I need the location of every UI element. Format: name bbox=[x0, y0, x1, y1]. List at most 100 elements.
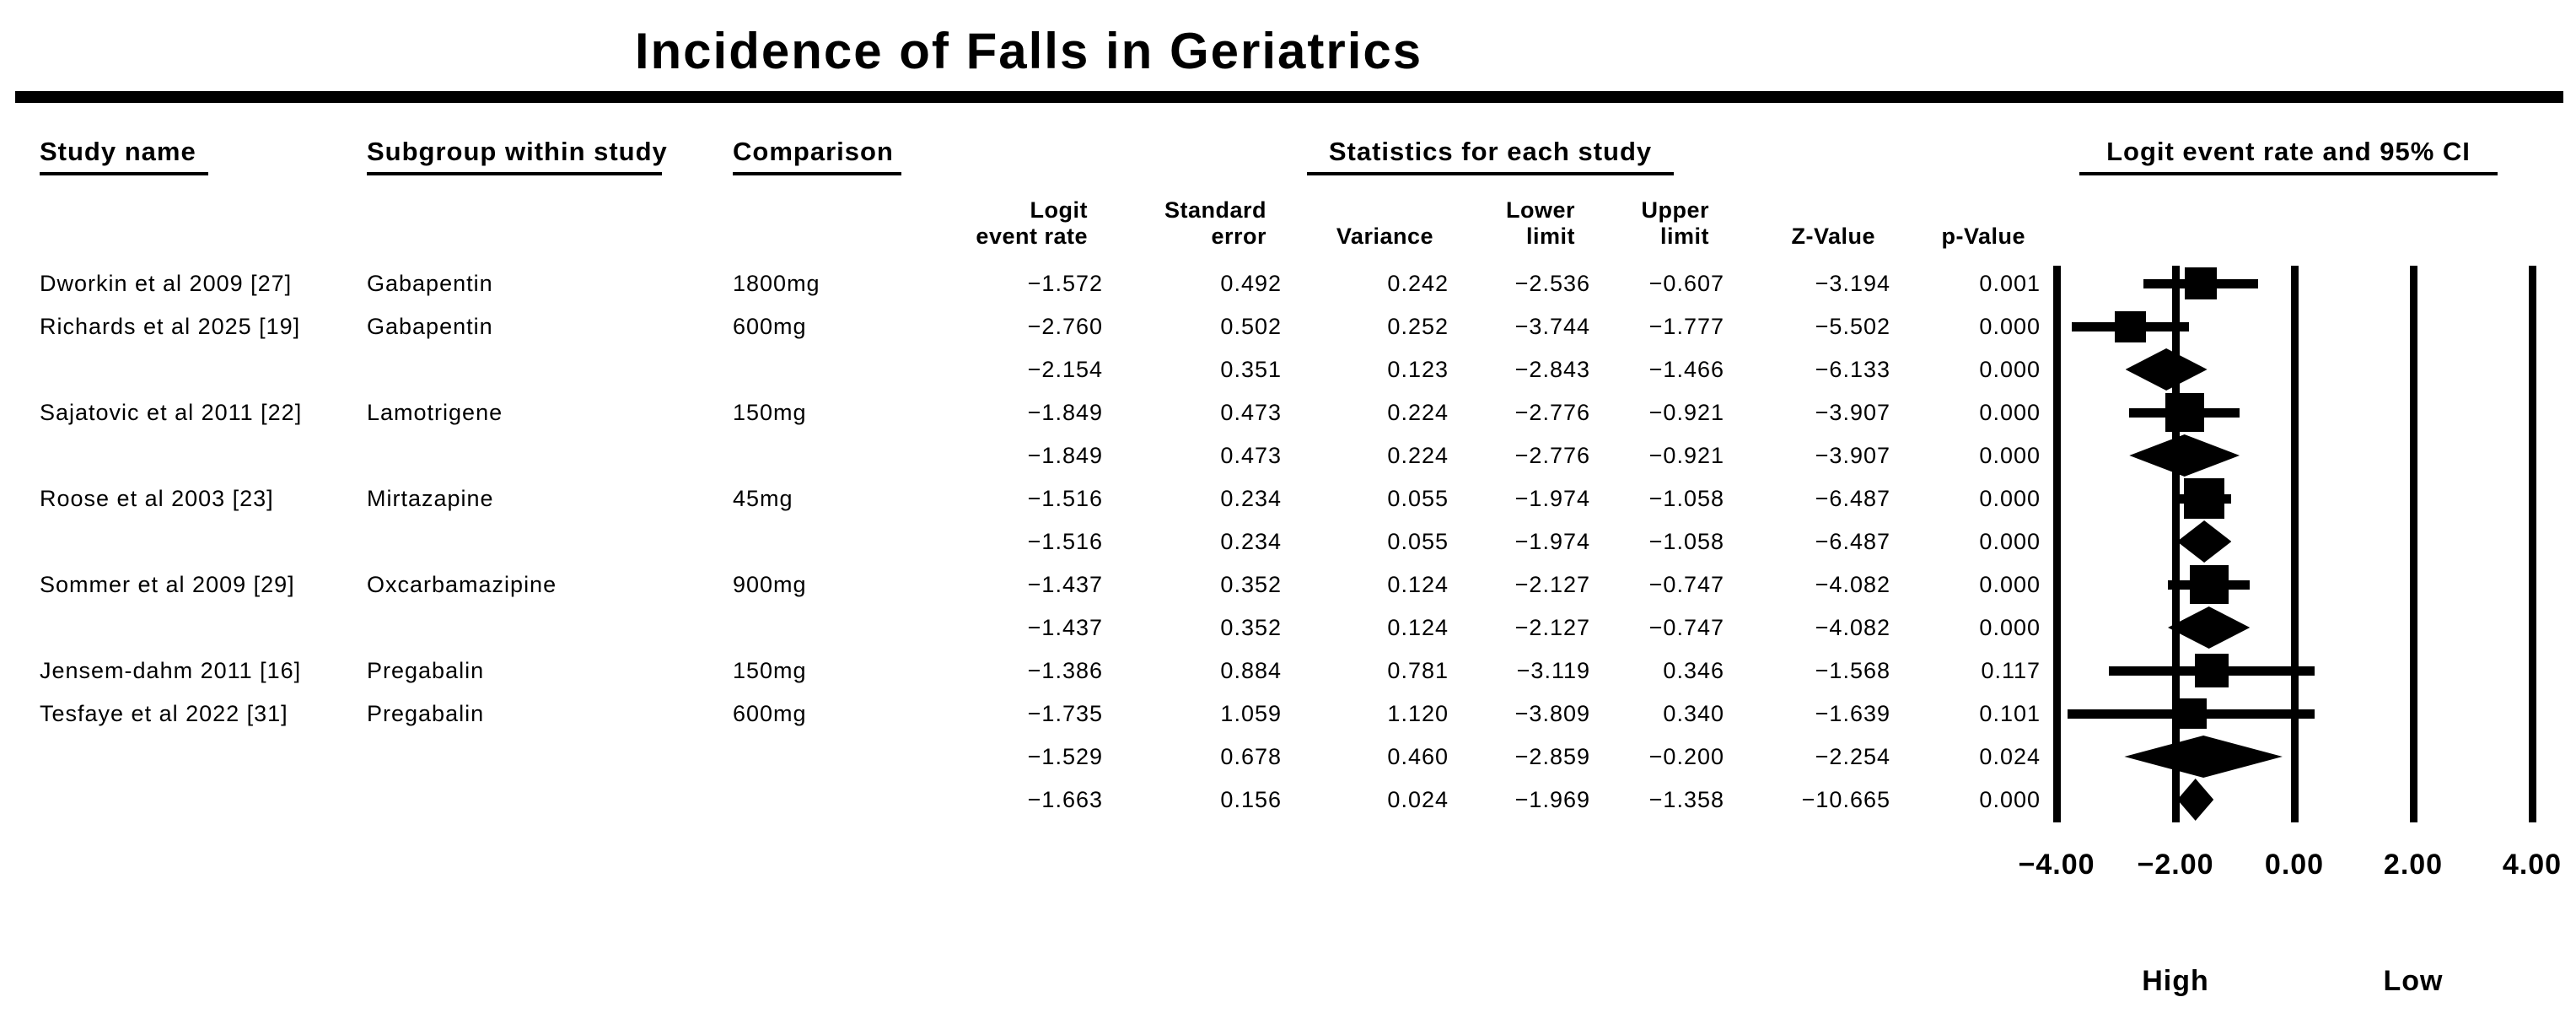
cell-standard_error: 0.234 bbox=[1220, 529, 1282, 554]
forest-square-marker bbox=[2165, 393, 2204, 432]
cell-subgroup: Mirtazapine bbox=[367, 486, 494, 511]
cell-upper_limit: −1.058 bbox=[1648, 486, 1724, 511]
axis-reference-line bbox=[2290, 266, 2299, 822]
cell-z_value: −10.665 bbox=[1801, 787, 1890, 812]
cell-subgroup: Gabapentin bbox=[367, 271, 493, 296]
cell-upper_limit: −1.058 bbox=[1648, 529, 1724, 554]
axis-tick-label: −4.00 bbox=[2018, 849, 2095, 881]
cell-comparison: 1800mg bbox=[733, 271, 820, 296]
cell-p_value: 0.101 bbox=[1979, 701, 2041, 726]
cell-upper_limit: −0.921 bbox=[1648, 443, 1724, 468]
cell-lower_limit: −2.776 bbox=[1514, 400, 1590, 425]
column-header-standard_error: Standard error bbox=[1164, 197, 1266, 249]
axis-reference-line bbox=[2528, 266, 2536, 822]
cell-subgroup: Lamotrigene bbox=[367, 400, 503, 425]
cell-upper_limit: 0.346 bbox=[1663, 658, 1724, 683]
cell-variance: 0.242 bbox=[1387, 271, 1449, 296]
cell-study: Tesfaye et al 2022 [31] bbox=[40, 701, 288, 726]
cell-subgroup: Gabapentin bbox=[367, 314, 493, 339]
cell-logit_event_rate: −1.572 bbox=[1027, 271, 1103, 296]
cell-upper_limit: −1.466 bbox=[1648, 357, 1724, 382]
cell-study: Sajatovic et al 2011 [22] bbox=[40, 400, 303, 425]
cell-upper_limit: −1.777 bbox=[1648, 314, 1724, 339]
title-divider bbox=[15, 91, 2563, 103]
column-header-comparison: Comparison bbox=[733, 137, 901, 175]
cell-logit_event_rate: −2.760 bbox=[1027, 314, 1103, 339]
cell-p_value: 0.001 bbox=[1979, 271, 2041, 296]
cell-logit_event_rate: −2.154 bbox=[1027, 357, 1103, 382]
axis-reference-line bbox=[2409, 266, 2417, 822]
cell-p_value: 0.000 bbox=[1979, 443, 2041, 468]
cell-standard_error: 0.502 bbox=[1220, 314, 1282, 339]
column-group-statistics: Statistics for each study bbox=[1307, 137, 1674, 175]
cell-variance: 0.224 bbox=[1387, 400, 1449, 425]
forest-square-marker bbox=[2114, 310, 2146, 342]
cell-upper_limit: −0.747 bbox=[1648, 572, 1724, 597]
cell-standard_error: 0.156 bbox=[1220, 787, 1282, 812]
cell-subgroup: Pregabalin bbox=[367, 658, 485, 683]
cell-logit_event_rate: −1.849 bbox=[1027, 400, 1103, 425]
forest-diamond-marker bbox=[2125, 348, 2208, 391]
column-header-variance: Variance bbox=[1336, 224, 1433, 249]
cell-z_value: −2.254 bbox=[1815, 744, 1890, 769]
cell-p_value: 0.000 bbox=[1979, 314, 2041, 339]
column-header-logit_event_rate: Logit event rate bbox=[976, 197, 1088, 249]
cell-z_value: −3.907 bbox=[1815, 443, 1890, 468]
forest-diamond-marker bbox=[2124, 736, 2283, 778]
cell-standard_error: 0.234 bbox=[1220, 486, 1282, 511]
forest-square-marker bbox=[2175, 698, 2207, 729]
cell-standard_error: 0.473 bbox=[1220, 400, 1282, 425]
cell-z_value: −6.487 bbox=[1815, 486, 1890, 511]
cell-z_value: −6.133 bbox=[1815, 357, 1890, 382]
cell-upper_limit: −0.747 bbox=[1648, 615, 1724, 640]
cell-upper_limit: −1.358 bbox=[1648, 787, 1724, 812]
cell-z_value: −5.502 bbox=[1815, 314, 1890, 339]
axis-tick-label: 2.00 bbox=[2383, 849, 2444, 881]
axis-tick-label: 4.00 bbox=[2502, 849, 2563, 881]
cell-lower_limit: −2.536 bbox=[1514, 271, 1590, 296]
cell-variance: 0.252 bbox=[1387, 314, 1449, 339]
cell-logit_event_rate: −1.437 bbox=[1027, 615, 1103, 640]
cell-lower_limit: −2.776 bbox=[1514, 443, 1590, 468]
cell-p_value: 0.000 bbox=[1979, 486, 2041, 511]
cell-variance: 1.120 bbox=[1387, 701, 1449, 726]
cell-variance: 0.123 bbox=[1387, 357, 1449, 382]
forest-diamond-marker bbox=[2176, 520, 2232, 563]
cell-lower_limit: −1.974 bbox=[1514, 529, 1590, 554]
cell-standard_error: 1.059 bbox=[1220, 701, 1282, 726]
forest-square-marker bbox=[2184, 478, 2225, 519]
cell-standard_error: 0.492 bbox=[1220, 271, 1282, 296]
cell-variance: 0.224 bbox=[1387, 443, 1449, 468]
cell-lower_limit: −1.974 bbox=[1514, 486, 1590, 511]
cell-p_value: 0.000 bbox=[1979, 787, 2041, 812]
cell-p_value: 0.000 bbox=[1979, 357, 2041, 382]
cell-comparison: 45mg bbox=[733, 486, 793, 511]
axis-reference-line bbox=[2052, 266, 2061, 822]
cell-study: Sommer et al 2009 [29] bbox=[40, 572, 295, 597]
column-header-lower_limit: Lower limit bbox=[1505, 197, 1575, 249]
cell-z_value: −1.639 bbox=[1815, 701, 1890, 726]
column-header-subgroup: Subgroup within study bbox=[367, 137, 667, 175]
cell-upper_limit: −0.200 bbox=[1648, 744, 1724, 769]
cell-logit_event_rate: −1.529 bbox=[1027, 744, 1103, 769]
cell-upper_limit: −0.607 bbox=[1648, 271, 1724, 296]
cell-comparison: 150mg bbox=[733, 400, 807, 425]
axis-tick-label: 0.00 bbox=[2264, 849, 2325, 881]
cell-logit_event_rate: −1.516 bbox=[1027, 486, 1103, 511]
column-group-ci-plot: Logit event rate and 95% CI bbox=[2079, 137, 2498, 175]
axis-direction-label-high: High bbox=[2142, 965, 2209, 997]
page-title: Incidence of Falls in Geriatrics bbox=[634, 23, 1423, 79]
cell-study: Jensem-dahm 2011 [16] bbox=[40, 658, 302, 683]
axis-tick-label: −2.00 bbox=[2137, 849, 2214, 881]
cell-variance: 0.124 bbox=[1387, 615, 1449, 640]
cell-z_value: −4.082 bbox=[1815, 615, 1890, 640]
cell-logit_event_rate: −1.437 bbox=[1027, 572, 1103, 597]
cell-variance: 0.055 bbox=[1387, 529, 1449, 554]
cell-p_value: 0.000 bbox=[1979, 529, 2041, 554]
cell-standard_error: 0.884 bbox=[1220, 658, 1282, 683]
cell-lower_limit: −2.127 bbox=[1514, 615, 1590, 640]
cell-upper_limit: 0.340 bbox=[1663, 701, 1724, 726]
cell-standard_error: 0.352 bbox=[1220, 572, 1282, 597]
cell-comparison: 600mg bbox=[733, 701, 807, 726]
